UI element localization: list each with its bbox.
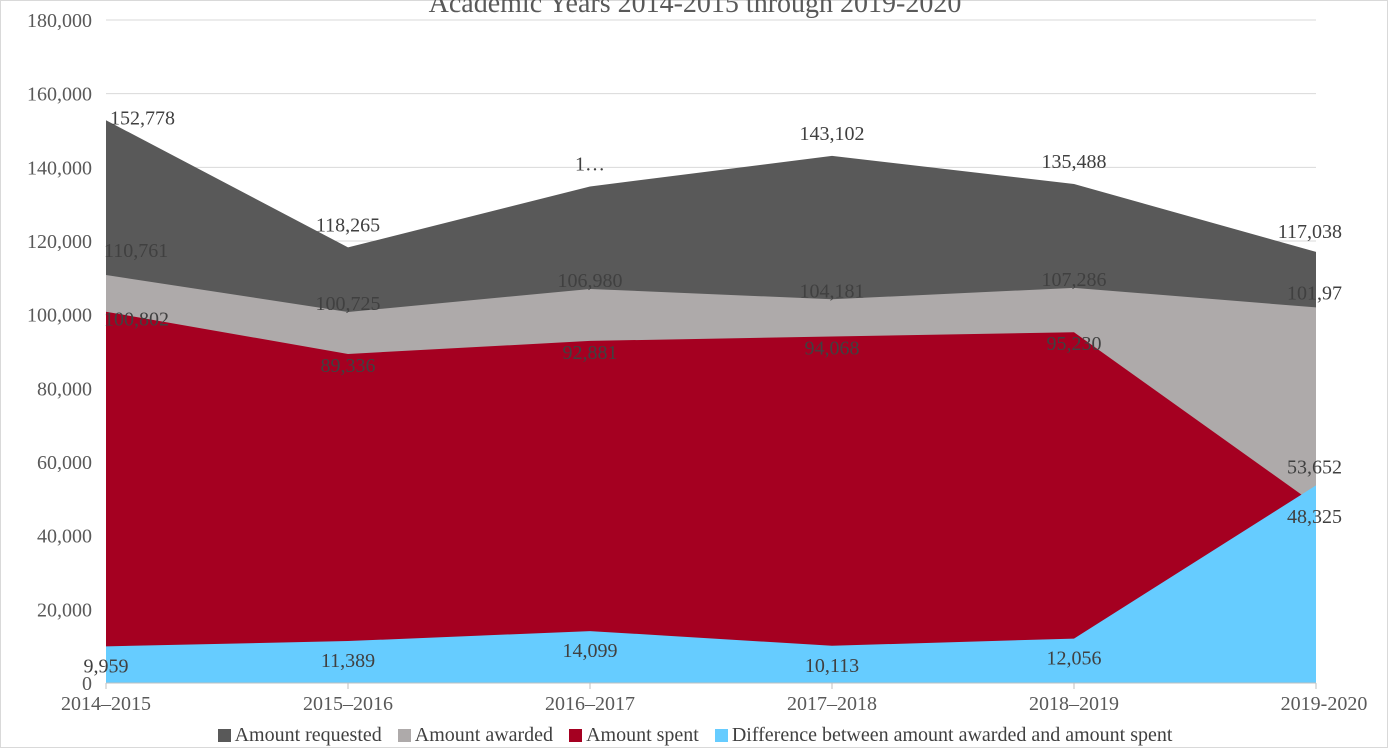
data-label: 92,881 [563, 342, 618, 364]
x-tick-label: 2017–2018 [787, 693, 877, 715]
legend-swatch [569, 728, 583, 742]
data-label: 1… [575, 153, 605, 175]
data-labels: 152,778 118,265 1… 143,102 135,488 117,038 110… [84, 107, 1343, 677]
series-area-3 [106, 311, 1316, 683]
data-label: 100,725 [316, 293, 381, 315]
data-label: 110,761 [104, 240, 168, 262]
legend-item: Amount spent [569, 724, 699, 747]
legend-item: Amount requested [217, 723, 382, 747]
y-tick-label: 0 [82, 673, 92, 695]
y-tick-label: 100,000 [27, 305, 92, 327]
data-label: 107,286 [1042, 269, 1107, 291]
legend: Amount requested Amount awarded Amount spe… [0, 724, 1390, 746]
x-tick-label: 2015–2016 [303, 693, 393, 715]
legend-swatch [217, 728, 231, 742]
data-label: 143,102 [800, 123, 865, 145]
y-tick-label: 20,000 [37, 599, 92, 621]
y-tick-label: 40,000 [37, 526, 92, 548]
data-label: 104,181 [800, 280, 865, 302]
data-label: 106,980 [558, 270, 623, 292]
data-label: 11,389 [321, 650, 375, 672]
legend-label: Amount awarded [414, 723, 554, 746]
legend-item: Amount awarded [397, 723, 554, 747]
y-tick-label: 120,000 [27, 231, 92, 253]
data-label: 14,099 [563, 640, 618, 662]
data-label: 9,959 [84, 655, 129, 677]
y-tick-label: 180,000 [27, 10, 92, 32]
data-label: 12,056 [1047, 648, 1102, 670]
y-tick-label: 160,000 [27, 84, 92, 106]
data-label: 95,230 [1047, 333, 1102, 355]
data-label: 135,488 [1042, 151, 1107, 173]
legend-swatch [714, 728, 728, 742]
series-areas [106, 120, 1316, 683]
y-tick-label: 140,000 [27, 157, 92, 179]
x-tick-label: 2016–2017 [545, 693, 635, 715]
series-area-4 [106, 485, 1316, 683]
data-label: 118,265 [316, 214, 380, 236]
x-tick-label: 2018–2019 [1029, 693, 1119, 715]
legend-label: Amount requested [234, 723, 382, 746]
legend-label: Difference between amount awarded and am… [731, 723, 1173, 746]
x-tick-label: 2014–2015 [61, 693, 151, 715]
legend-swatch [397, 728, 411, 742]
data-label: 89,336 [321, 355, 376, 377]
data-label: 53,652 [1287, 456, 1342, 478]
data-label: 48,325 [1287, 506, 1342, 528]
data-label: 94,068 [805, 338, 860, 360]
data-label: 152,778 [110, 107, 175, 129]
data-label: 117,038 [1278, 221, 1342, 243]
chart-title: Academic Years 2014-2015 through 2019-20… [429, 0, 962, 19]
data-label: 100,802 [104, 309, 169, 331]
y-tick-label: 60,000 [37, 452, 92, 474]
legend-label: Amount spent [586, 723, 699, 746]
axes: 020,00040,00060,00080,000100,000120,0001… [27, 10, 1367, 715]
legend-item: Difference between amount awarded and am… [714, 723, 1173, 747]
data-label: 10,113 [805, 655, 859, 677]
y-tick-label: 80,000 [37, 378, 92, 400]
x-tick-label: 2019-2020 [1281, 693, 1368, 715]
area-chart: 020,00040,00060,00080,000100,000120,0001… [27, 0, 1367, 715]
data-label: 101,97 [1287, 282, 1342, 304]
